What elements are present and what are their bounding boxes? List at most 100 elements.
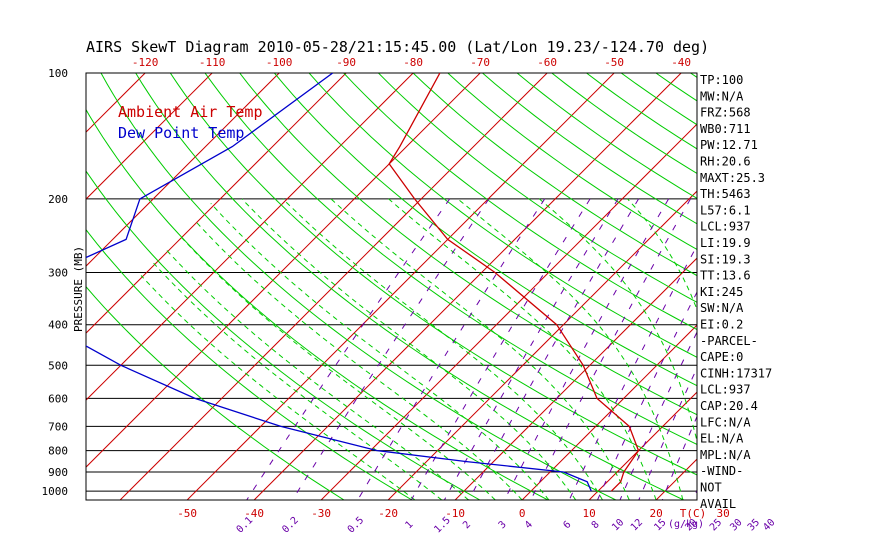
mixing-ratio-line — [738, 199, 862, 500]
pressure-tick-label: 900 — [48, 466, 68, 479]
stability-index-item: SI:19.3 — [700, 252, 751, 266]
dry-adiabat-line — [308, 73, 697, 358]
mixing-ratio-tick-label: 12 — [629, 517, 645, 533]
dry-adiabat-line — [169, 73, 697, 476]
stability-index-item: L57:6.1 — [700, 203, 751, 217]
isotherm-line — [86, 73, 280, 267]
stability-index-item: KI:245 — [700, 285, 743, 299]
moist-adiabat-line — [330, 198, 630, 500]
mixing-ratio-line — [597, 291, 697, 500]
bottom-temp-tick-label: 10 — [583, 507, 596, 520]
stability-index-item: NOT — [700, 481, 722, 495]
stability-index-item: FRZ:568 — [700, 106, 751, 120]
isotherm-line — [86, 73, 213, 200]
mixing-ratio-tick-label: 0.2 — [280, 515, 301, 536]
chart-grid — [0, 73, 870, 500]
stability-index-item: TT:13.6 — [700, 269, 751, 283]
isotherm-line — [857, 73, 870, 500]
dry-adiabat-line — [135, 73, 684, 500]
mixing-ratio-tick-label: 8 — [590, 519, 602, 531]
stability-index-item: CINH:17317 — [700, 366, 772, 380]
isotherm-line — [186, 73, 615, 500]
mixing-ratio-tick-label: 35 — [746, 517, 762, 533]
mixing-ratio-line — [468, 198, 640, 500]
moist-adiabat-line — [282, 198, 603, 500]
moist-adiabat-line — [538, 198, 697, 443]
isotherm-line — [790, 73, 870, 500]
moist-adiabat-line — [179, 235, 496, 500]
stability-index-item: LCL:937 — [700, 220, 751, 234]
pressure-tick-label: 300 — [48, 267, 68, 280]
mixing-ratio-tick-label: 1 — [403, 519, 415, 531]
top-temp-tick-label: -90 — [336, 56, 356, 69]
top-temp-tick-label: -70 — [470, 56, 490, 69]
pressure-tick-label: 500 — [48, 359, 68, 372]
legend-dew-point-temp: Dew Point Temp — [118, 124, 244, 142]
dry-adiabat-line — [760, 73, 870, 500]
dry-adiabat-line — [86, 170, 481, 500]
mixing-ratio-tick-label: 30 — [728, 517, 744, 533]
stability-index-item: CAPE:0 — [700, 350, 743, 364]
stability-index-item: LI:19.9 — [700, 236, 751, 250]
dry-adiabat-line — [620, 73, 697, 126]
dry-adiabat-line — [725, 73, 870, 500]
isotherm-line — [387, 190, 697, 500]
mixing-ratio-line — [291, 198, 490, 500]
mixing-ratio-line — [619, 331, 697, 500]
mixing-ratio-tick-label: 0.5 — [346, 515, 367, 536]
pressure-tick-label: 600 — [48, 392, 68, 405]
dry-adiabat-line — [482, 73, 697, 225]
isotherm-line — [320, 123, 697, 500]
stability-index-item: LCL:937 — [700, 383, 751, 397]
stability-index-item: -WIND- — [700, 464, 743, 478]
temp-unit-label: T(C) — [680, 507, 707, 520]
mixing-ratio-tick-label: 2 — [461, 519, 473, 531]
stability-index-item: -PARCEL- — [700, 334, 758, 348]
dry-adiabat-line — [795, 73, 870, 500]
mixing-ratio-tick-label: 3 — [497, 519, 509, 531]
stability-index-item: AVAIL — [700, 497, 736, 511]
moist-adiabat-line — [775, 199, 790, 500]
pressure-tick-label: 1000 — [42, 485, 69, 498]
stability-index-item: EI:0.2 — [700, 318, 743, 332]
dry-adiabat-line — [239, 73, 697, 416]
dry-adiabat-line — [343, 73, 697, 331]
stability-index-item: PW:12.71 — [700, 138, 758, 152]
top-temp-tick-label: -50 — [604, 56, 624, 69]
dry-adiabat-line — [655, 73, 697, 102]
dry-adiabat-line — [204, 73, 697, 445]
isotherm-line — [0, 73, 11, 500]
stability-index-item: LFC:N/A — [700, 415, 751, 429]
plot-frame — [85, 72, 698, 501]
isotherm-line — [521, 324, 697, 500]
top-temp-tick-label: -120 — [132, 56, 159, 69]
stability-indices: TP:100 MW:N/A FRZ:568 WB0:711 PW:12.71 RH:20.… — [700, 73, 772, 511]
dry-adiabat-line — [86, 228, 413, 500]
chart-series — [86, 73, 640, 492]
stability-index-item: TH:5463 — [700, 187, 751, 201]
stability-index-item: TP:100 — [700, 73, 743, 87]
pressure-tick-label: 100 — [48, 67, 68, 80]
top-temp-tick-label: -110 — [199, 56, 226, 69]
stability-index-item: WB0:711 — [700, 122, 751, 136]
mixing-ratio-tick-label: 4 — [523, 519, 535, 531]
bottom-temp-tick-label: 20 — [650, 507, 663, 520]
dry-adiabat-line — [551, 73, 697, 175]
bottom-temp-tick-label: -10 — [445, 507, 465, 520]
y-axis-label: PRESSURE (MB) — [72, 246, 85, 332]
pressure-tick-label: 800 — [48, 445, 68, 458]
mixing-ratio-tick-label: 40 — [761, 517, 777, 533]
isotherm-line — [119, 73, 548, 500]
top-temp-tick-label: -80 — [403, 56, 423, 69]
moist-adiabat-line — [194, 219, 523, 500]
mixing-ratio-unit-label: (g/kg) — [668, 519, 704, 530]
moist-adiabat-line — [166, 249, 469, 500]
dry-adiabat-line — [274, 73, 697, 387]
isotherm-line — [0, 73, 78, 500]
mixing-ratio-line — [504, 198, 670, 500]
dry-adiabat-line — [378, 73, 697, 303]
dry-adiabat-line — [86, 285, 345, 500]
dry-adiabat-line — [100, 73, 617, 500]
bottom-temp-tick-label: -40 — [244, 507, 264, 520]
moist-adiabat-line — [210, 203, 550, 500]
